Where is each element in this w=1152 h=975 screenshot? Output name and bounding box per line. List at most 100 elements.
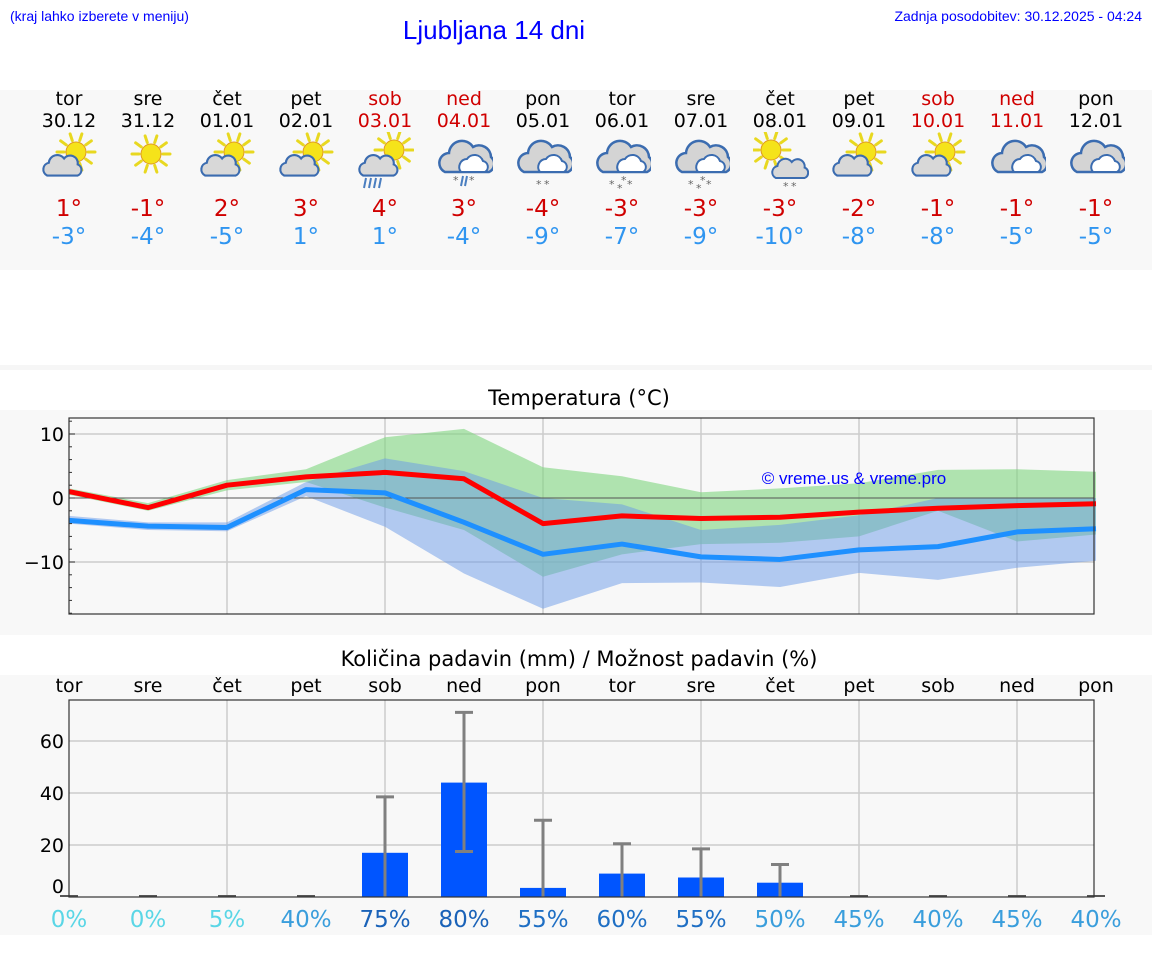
temperature-chart-section: Temperatura (°C) 10 0 −10 © vreme.us & vrem… — [0, 386, 1152, 635]
day-name: čet — [765, 88, 795, 110]
watermark: © vreme.us & vreme.pro — [762, 469, 946, 488]
divider — [0, 365, 1152, 370]
day-date: 07.01 — [673, 110, 729, 132]
day-name: tor — [608, 88, 636, 110]
day-name: pet — [290, 88, 322, 110]
min-temperature: -3° — [51, 224, 87, 250]
max-temperature-line — [68, 469, 1097, 527]
last-updated: Zadnja posodobitev: 30.12.2025 - 04:24 — [894, 8, 1142, 24]
precipitation-probability: 5% — [209, 907, 246, 933]
day-date: 05.01 — [515, 110, 571, 132]
day-name: sob — [368, 88, 402, 110]
day-name: pon — [1078, 88, 1114, 110]
max-temperature: 3° — [450, 196, 478, 222]
precipitation-probability: 0% — [51, 907, 88, 933]
max-temperature: -3° — [762, 196, 798, 222]
max-temperature: 3° — [292, 196, 320, 222]
day-date: 30.12 — [41, 110, 97, 132]
svg-text:*: * — [700, 174, 706, 187]
max-temperature: -2° — [841, 196, 877, 222]
y-tick-label: 10 — [40, 424, 64, 446]
day-name: čet — [212, 88, 242, 110]
partly-cloudy-icon — [910, 132, 967, 190]
day-label: ned — [446, 675, 482, 697]
precipitation-chart: tor 0% sre 0% čet 5% pet 40% sob 75% ned 80% pon 55% t… — [40, 675, 1122, 933]
min-temperature: -7° — [604, 224, 640, 250]
y-tick-label: 60 — [40, 731, 64, 753]
temperature-chart-title: Temperatura (°C) — [488, 386, 670, 410]
max-temperature: -1° — [999, 196, 1035, 222]
precipitation-probability: 50% — [754, 907, 805, 933]
day-date: 11.01 — [989, 110, 1045, 132]
day-label: sob — [921, 675, 955, 697]
min-temperature: 1° — [371, 224, 399, 250]
min-temperature: -8° — [920, 224, 956, 250]
precipitation-probability: 55% — [517, 907, 568, 933]
y-tick-label: 0 — [52, 488, 64, 510]
svg-text:*: * — [783, 180, 789, 193]
min-temperature: -5° — [209, 224, 245, 250]
day-label: pet — [290, 675, 321, 697]
day-label: sre — [134, 675, 163, 697]
day-name: ned — [446, 88, 482, 110]
day-name: sre — [686, 88, 716, 110]
svg-text:*: * — [706, 178, 712, 191]
max-temperature: -3° — [683, 196, 719, 222]
svg-text:*: * — [469, 174, 475, 187]
sunny-icon — [121, 132, 177, 190]
day-label: sob — [368, 675, 402, 697]
day-label: čet — [212, 675, 242, 697]
precipitation-probability: 40% — [1070, 907, 1121, 933]
cloudy-icon — [990, 132, 1048, 190]
precipitation-probability: 40% — [912, 907, 963, 933]
svg-text:*: * — [453, 174, 459, 187]
svg-text:*: * — [621, 174, 627, 187]
cloudy-icon — [1069, 132, 1127, 190]
min-temperature: -5° — [999, 224, 1035, 250]
day-date: 09.01 — [831, 110, 887, 132]
location-menu-hint: (kraj lahko izberete v meniju) — [10, 8, 189, 24]
y-tick-label: 0 — [52, 876, 64, 898]
daily-forecast-strip — [0, 90, 1152, 270]
day-date: 31.12 — [120, 110, 176, 132]
temperature-chart: 10 0 −10 © vreme.us & vreme.pro — [24, 417, 1097, 615]
plot-border — [68, 417, 1095, 615]
min-temperature: -9° — [683, 224, 719, 250]
day-label: pon — [525, 675, 561, 697]
svg-text:*: * — [617, 182, 623, 194]
max-temperature: 4° — [371, 196, 399, 222]
cloudy-sleet-icon: * * — [437, 132, 495, 190]
partly-cloudy-icon — [199, 132, 256, 190]
cloudy-snow-icon: * * * * — [674, 132, 732, 195]
plot-border — [68, 699, 1095, 898]
svg-text:*: * — [791, 180, 797, 193]
day-date: 08.01 — [752, 110, 808, 132]
min-temperature: -10° — [755, 224, 805, 250]
day-date: 10.01 — [910, 110, 966, 132]
day-name: ned — [999, 88, 1035, 110]
precipitation-probability: 0% — [130, 907, 167, 933]
day-name: tor — [55, 88, 83, 110]
plot-area — [69, 700, 1094, 897]
precipitation-probability: 60% — [596, 907, 647, 933]
max-temperature: -1° — [130, 196, 166, 222]
min-temperature: -5° — [1078, 224, 1114, 250]
max-temperature: -1° — [1078, 196, 1114, 222]
max-temperature: -1° — [920, 196, 956, 222]
max-temperature: 1° — [55, 196, 83, 222]
precipitation-probability: 40% — [280, 907, 331, 933]
svg-text:*: * — [609, 178, 615, 191]
svg-text:*: * — [696, 182, 702, 194]
day-date: 06.01 — [594, 110, 650, 132]
day-label: tor — [56, 675, 83, 697]
precipitation-chart-section: Količina padavin (mm) / Možnost padavin … — [0, 647, 1152, 935]
max-temperature: -3° — [604, 196, 640, 222]
min-temperature: -4° — [446, 224, 482, 250]
day-name: pon — [525, 88, 561, 110]
day-date: 12.01 — [1068, 110, 1124, 132]
partly-cloudy-icon — [831, 132, 888, 190]
sun-cloud-rain-icon — [357, 130, 414, 190]
partly-cloudy-icon — [41, 132, 98, 190]
day-name: pet — [843, 88, 875, 110]
svg-text:*: * — [627, 178, 633, 191]
